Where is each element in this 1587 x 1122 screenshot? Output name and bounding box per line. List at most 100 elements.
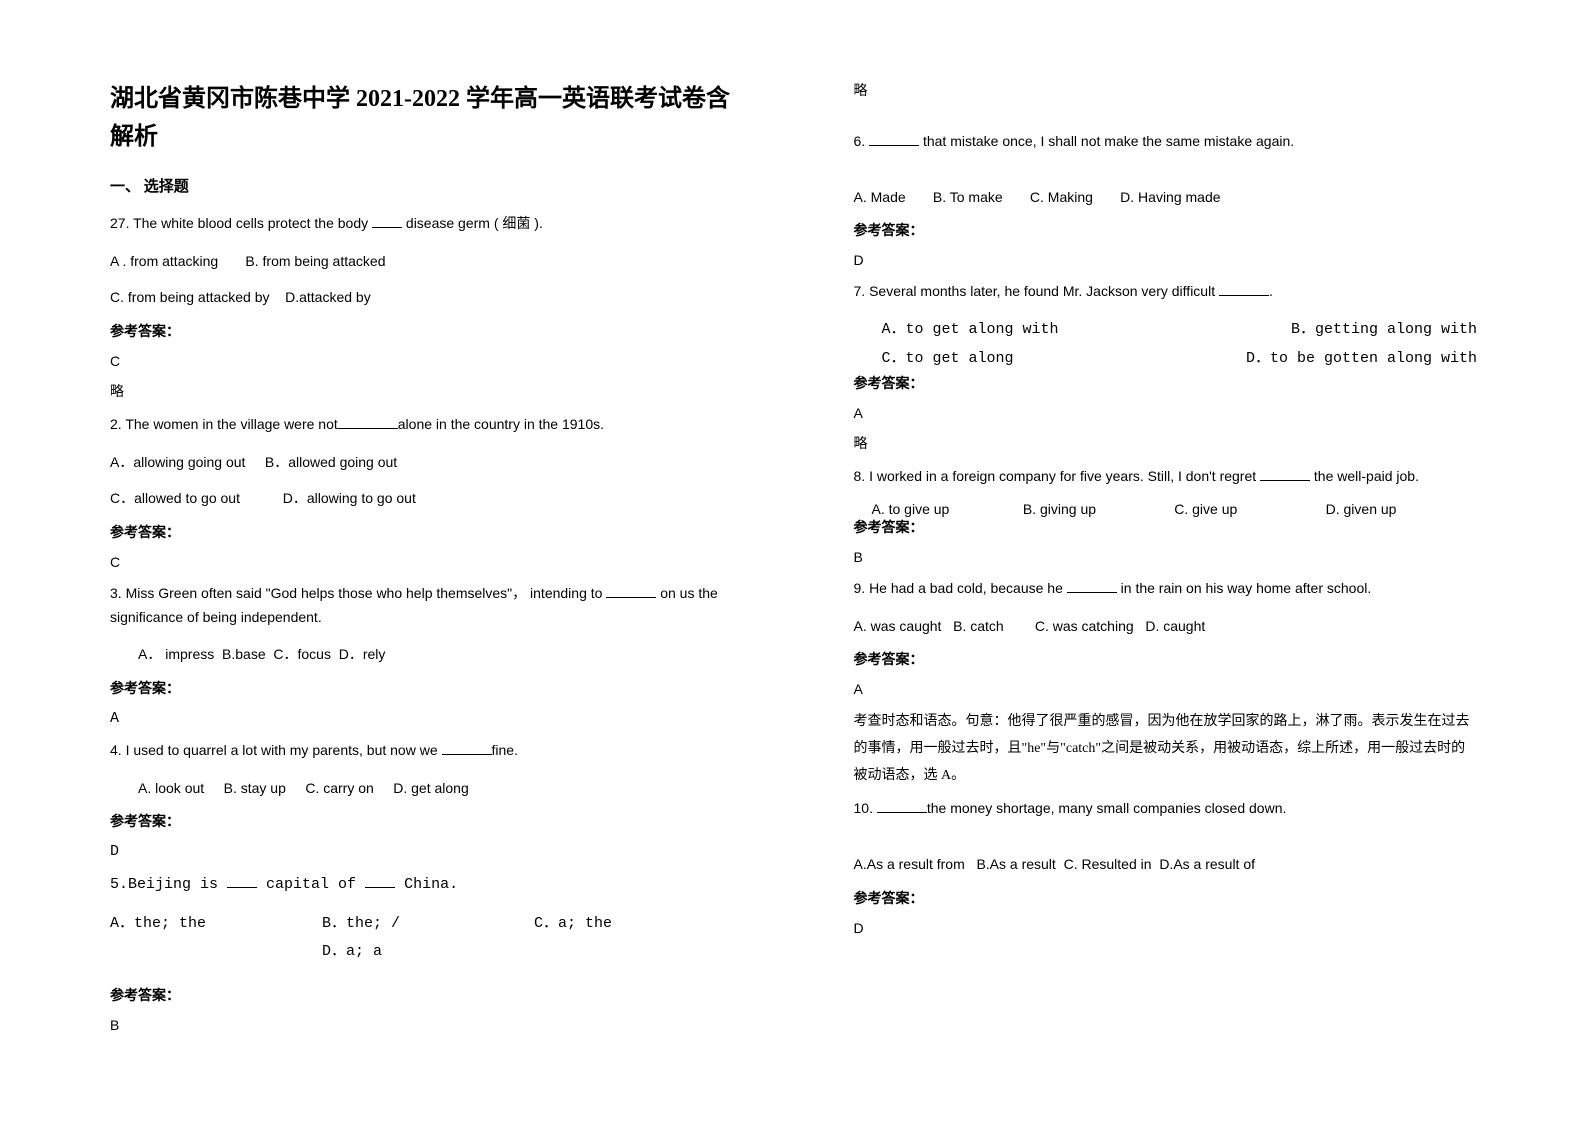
answer-label: 参考答案：	[110, 985, 734, 1005]
q8-opt-c: C. give up	[1174, 501, 1325, 517]
q8-text-before: 8. I worked in a foreign company for fiv…	[854, 468, 1261, 484]
answer-label: 参考答案：	[110, 522, 734, 542]
blank	[869, 145, 919, 146]
q5-text-after: China.	[395, 876, 458, 893]
q9-opt-b: B. catch	[953, 618, 1004, 634]
note: 略	[854, 80, 1478, 100]
answer-label: 参考答案：	[854, 517, 1478, 537]
q2-text-before: 2. The women in the village were not	[110, 416, 338, 432]
q4-options: A. look out B. stay up C. carry on D. ge…	[110, 775, 734, 802]
q10-opt-a: A.As a result from	[854, 856, 965, 872]
q27-text-before: 27. The white blood cells protect the bo…	[110, 215, 372, 231]
question-3: 3. Miss Green often said "God helps thos…	[110, 582, 734, 630]
q5-text-mid: capital of	[257, 876, 365, 893]
q7-opt-c: C．to get along	[854, 345, 1014, 374]
q9-opt-a: A. was caught	[854, 618, 942, 634]
answer-label: 参考答案：	[854, 220, 1478, 240]
q5-opt-d: D．a; a	[322, 943, 382, 960]
q9-explanation: 考查时态和语态。句意：他得了很严重的感冒，因为他在放学回家的路上，淋了雨。表示发…	[854, 709, 1478, 789]
q5-answer: B	[110, 1017, 734, 1033]
note: 略	[854, 433, 1478, 453]
q27-opt-a: A . from attacking	[110, 253, 218, 269]
blank	[1260, 480, 1310, 481]
q8-opt-b: B. giving up	[1023, 501, 1174, 517]
note: 略	[110, 381, 734, 401]
answer-label: 参考答案：	[110, 678, 734, 698]
q9-opt-c: C. was catching	[1035, 618, 1134, 634]
q7-opt-d: D．to be gotten along with	[1246, 345, 1477, 374]
q3-answer: A	[110, 710, 734, 727]
q10-text-before: 10.	[854, 800, 877, 816]
q4-answer: D	[110, 843, 734, 860]
q3-options: A． impress B.base C．focus D．rely	[110, 641, 734, 668]
blank	[227, 887, 257, 888]
q9-opt-d: D. caught	[1145, 618, 1205, 634]
q2-opt-c: C．allowed to go out	[110, 490, 240, 506]
q6-text-after: that mistake once, I shall not make the …	[919, 133, 1294, 149]
q8-text-after: the well-paid job.	[1310, 468, 1419, 484]
blank	[606, 597, 656, 598]
q4-opt-b: B. stay up	[224, 780, 286, 796]
question-27: 27. The white blood cells protect the bo…	[110, 212, 734, 236]
page-title: 湖北省黄冈市陈巷中学 2021-2022 学年高一英语联考试卷含解析	[110, 80, 734, 157]
q27-options-row2: C. from being attacked by D.attacked by	[110, 284, 734, 311]
answer-label: 参考答案：	[110, 321, 734, 341]
q9-answer: A	[854, 681, 1478, 697]
q27-opt-d: D.attacked by	[285, 289, 371, 305]
question-9: 9. He had a bad cold, because he in the …	[854, 577, 1478, 601]
q10-text-after: the money shortage, many small companies…	[927, 800, 1287, 816]
q7-answer: A	[854, 405, 1478, 421]
blank	[442, 754, 492, 755]
q9-options: A. was caught B. catch C. was catching D…	[854, 613, 1478, 640]
q2-text-after: alone in the country in the 1910s.	[398, 416, 604, 432]
q7-options: A．to get along with B．getting along with…	[854, 316, 1478, 373]
q6-opt-b: B. To make	[933, 189, 1003, 205]
blank	[877, 812, 927, 813]
q10-opt-d: D.As a result of	[1159, 856, 1255, 872]
question-7: 7. Several months later, he found Mr. Ja…	[854, 280, 1478, 304]
q5-opt-b: B．the; /	[322, 910, 534, 939]
q27-opt-b: B. from being attacked	[245, 253, 385, 269]
q10-opt-b: B.As a result	[976, 856, 1055, 872]
q7-opt-b: B．getting along with	[1291, 316, 1477, 345]
q7-text-before: 7. Several months later, he found Mr. Ja…	[854, 283, 1219, 299]
blank	[338, 428, 398, 429]
q4-text-after: fine.	[492, 742, 518, 758]
q5-options: A．the; the B．the; / C．a; the D．a; a	[110, 910, 734, 967]
blank	[365, 887, 395, 888]
answer-label: 参考答案：	[854, 649, 1478, 669]
q8-answer: B	[854, 549, 1478, 565]
q6-text-before: 6.	[854, 133, 870, 149]
question-5: 5.Beijing is capital of China.	[110, 872, 734, 898]
blank	[372, 227, 402, 228]
q27-options-row1: A . from attacking B. from being attacke…	[110, 248, 734, 275]
q5-opt-c: C．a; the	[534, 910, 734, 939]
q6-opt-c: C. Making	[1030, 189, 1093, 205]
q10-opt-c: C. Resulted in	[1064, 856, 1152, 872]
q2-opt-b: B．allowed going out	[265, 454, 397, 470]
question-8: 8. I worked in a foreign company for fiv…	[854, 465, 1478, 489]
q4-opt-a: A. look out	[138, 780, 204, 796]
q7-text-after: .	[1269, 283, 1273, 299]
blank	[1219, 295, 1269, 296]
question-10: 10. the money shortage, many small compa…	[854, 797, 1478, 821]
q3-opt-c: C．focus	[273, 646, 331, 662]
q10-answer: D	[854, 920, 1478, 936]
q2-opt-a: A．allowing going out	[110, 454, 245, 470]
question-2: 2. The women in the village were not alon…	[110, 413, 734, 437]
q7-opt-a: A．to get along with	[854, 316, 1059, 345]
q3-text-before: 3. Miss Green often said "God helps thos…	[110, 585, 606, 601]
q8-opt-a: A. to give up	[872, 501, 1023, 517]
q2-options-row2: C．allowed to go out D．allowing to go out	[110, 485, 734, 512]
q6-answer: D	[854, 252, 1478, 268]
section-header: 一、 选择题	[110, 175, 734, 196]
q3-opt-d: D．rely	[339, 646, 386, 662]
q8-opt-d: D. given up	[1326, 501, 1477, 517]
q5-text-before: 5.Beijing is	[110, 876, 227, 893]
q4-opt-c: C. carry on	[305, 780, 373, 796]
answer-label: 参考答案：	[854, 373, 1478, 393]
question-4: 4. I used to quarrel a lot with my paren…	[110, 739, 734, 763]
q4-opt-d: D. get along	[393, 780, 469, 796]
q6-options: A. Made B. To make C. Making D. Having m…	[854, 184, 1478, 211]
question-6: 6. that mistake once, I shall not make t…	[854, 130, 1478, 154]
